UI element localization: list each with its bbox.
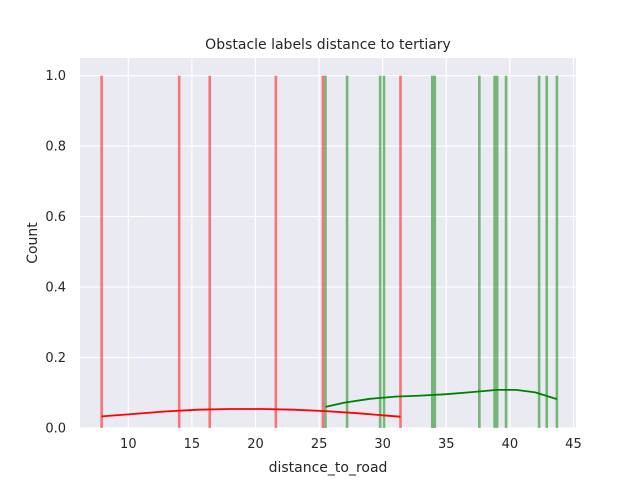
- plot-area: [80, 58, 576, 428]
- y-axis-label: Count: [25, 222, 41, 264]
- histogram-bar: [478, 75, 481, 428]
- histogram-bar: [399, 75, 402, 428]
- x-tick-label: 25: [311, 437, 328, 452]
- histogram-bar: [555, 75, 559, 428]
- histogram-bar: [100, 75, 103, 428]
- x-tick-label: 15: [184, 437, 201, 452]
- x-tick-label: 10: [120, 437, 137, 452]
- y-tick-label: 0.8: [45, 140, 66, 155]
- kde-line: [101, 408, 401, 418]
- x-tick-label: 40: [502, 437, 519, 452]
- histogram-bar: [208, 75, 212, 428]
- x-tick-label: 45: [565, 437, 582, 452]
- bars: [100, 75, 559, 428]
- histogram-bar: [545, 75, 549, 428]
- histogram-bar: [493, 75, 496, 428]
- histogram-bar: [433, 75, 437, 428]
- y-tick-label: 1.0: [45, 69, 66, 84]
- histogram-bar: [537, 75, 541, 428]
- y-tick-label: 0.4: [45, 281, 66, 296]
- kde-lines: [101, 388, 558, 418]
- histogram-bar: [321, 75, 325, 428]
- histogram-bar: [378, 75, 382, 428]
- x-tick-labels: 10 15 20 25 30 35 40 45: [120, 437, 582, 452]
- y-tick-label: 0.6: [45, 210, 66, 225]
- chart-title: Obstacle labels distance to tertiary: [205, 37, 451, 53]
- histogram-bar: [382, 75, 386, 428]
- histogram-bar: [274, 75, 278, 428]
- kde-line: [325, 388, 558, 408]
- x-axis-label: distance_to_road: [269, 460, 388, 476]
- histogram-bar: [504, 75, 508, 428]
- y-tick-label: 0.0: [45, 422, 66, 437]
- y-tick-label: 0.2: [45, 351, 66, 366]
- histogram-bar: [177, 75, 181, 428]
- histogram-bar: [345, 75, 349, 428]
- x-tick-label: 35: [438, 437, 455, 452]
- x-tick-label: 20: [247, 437, 264, 452]
- histogram-bar: [495, 75, 499, 428]
- y-tick-labels: 0.0 0.2 0.4 0.6 0.8 1.0: [45, 69, 66, 436]
- histogram-bar: [324, 75, 327, 428]
- histogram-bar: [430, 75, 434, 428]
- x-tick-label: 30: [374, 437, 391, 452]
